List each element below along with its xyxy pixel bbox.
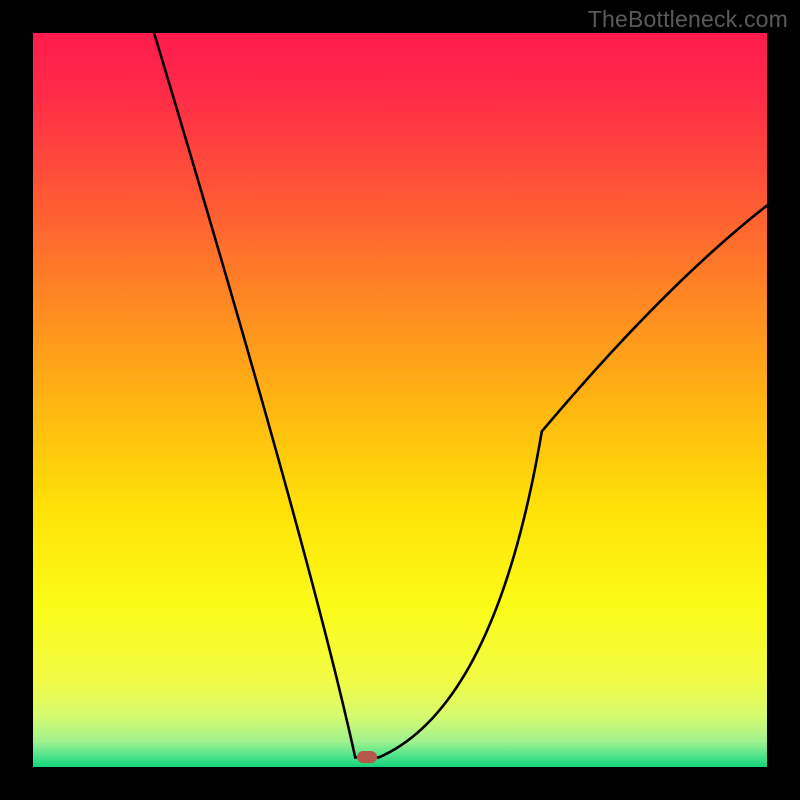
bottleneck-curve	[33, 33, 767, 767]
target-marker	[357, 751, 377, 763]
plot-area	[33, 33, 767, 767]
watermark-text: TheBottleneck.com	[588, 6, 788, 33]
chart-container: TheBottleneck.com	[0, 0, 800, 800]
